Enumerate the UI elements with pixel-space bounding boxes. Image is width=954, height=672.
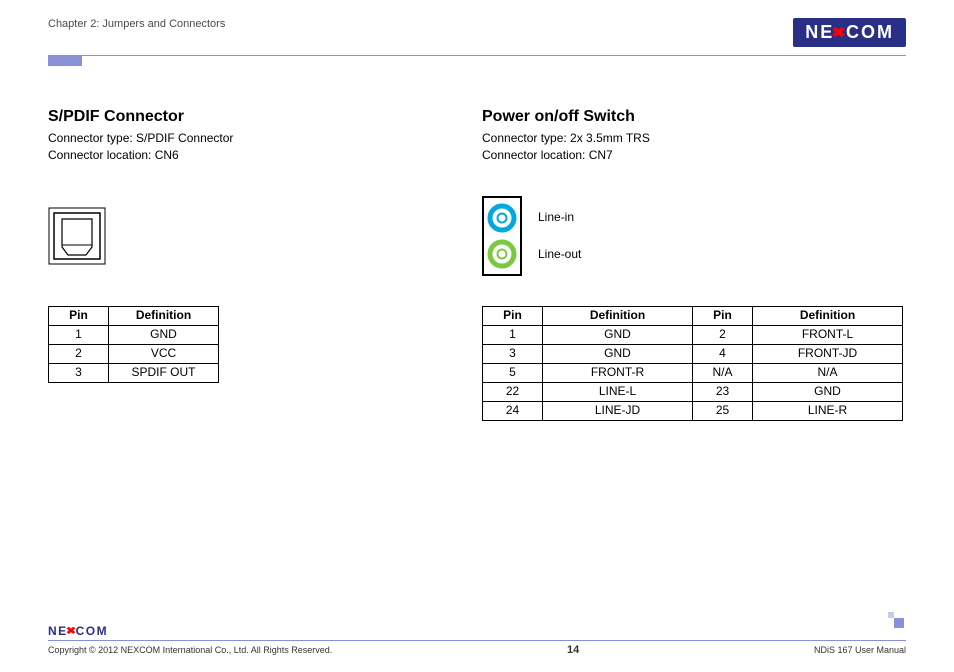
spdif-diagram	[48, 207, 106, 265]
spdif-type: Connector type: S/PDIF Connector	[48, 130, 472, 147]
tab-stub	[48, 56, 82, 66]
logo-pre: NE	[805, 22, 834, 43]
label-line-out: Line-out	[538, 247, 581, 261]
footer-logo-x-icon: ✖	[66, 626, 78, 637]
th-pin: Pin	[49, 306, 109, 325]
spdif-pin-table: Pin Definition 1GND 2VCC 3SPDIF OUT	[48, 306, 219, 383]
divider-top	[48, 55, 906, 56]
table-row: 1GND	[49, 325, 219, 344]
logo-x-icon: ✖	[832, 24, 848, 41]
th-def: Definition	[753, 306, 903, 325]
jack-diagram	[482, 196, 522, 276]
th-def: Definition	[109, 306, 219, 325]
table-row: 22LINE-L23GND	[483, 382, 903, 401]
power-type: Connector type: 2x 3.5mm TRS	[482, 130, 906, 147]
table-row: 2VCC	[49, 344, 219, 363]
power-heading: Power on/off Switch	[482, 108, 906, 126]
chapter-title: Chapter 2: Jumpers and Connectors	[48, 18, 225, 30]
table-row: 24LINE-JD25LINE-R	[483, 401, 903, 420]
logo-post: COM	[846, 22, 894, 43]
th-def: Definition	[543, 306, 693, 325]
table-row: 3GND4FRONT-JD	[483, 344, 903, 363]
spdif-location: Connector location: CN6	[48, 147, 472, 164]
table-row: 5FRONT-RN/AN/A	[483, 363, 903, 382]
th-pin: Pin	[483, 306, 543, 325]
label-line-in: Line-in	[538, 210, 581, 224]
th-pin: Pin	[693, 306, 753, 325]
spdif-heading: S/PDIF Connector	[48, 108, 472, 126]
footer-mark-icon	[888, 612, 906, 630]
logo: NE ✖ COM	[793, 18, 906, 47]
table-row: 1GND2FRONT-L	[483, 325, 903, 344]
footer-logo: NE ✖ COM	[48, 624, 108, 638]
manual-name: NDiS 167 User Manual	[814, 645, 906, 655]
jack-labels: Line-in Line-out	[538, 199, 581, 273]
page-number: 14	[567, 644, 579, 656]
copyright: Copyright © 2012 NEXCOM International Co…	[48, 645, 332, 655]
power-location: Connector location: CN7	[482, 147, 906, 164]
table-row: 3SPDIF OUT	[49, 363, 219, 382]
divider-bottom	[48, 640, 906, 641]
power-pin-table: Pin Definition Pin Definition 1GND2FRONT…	[482, 306, 903, 421]
